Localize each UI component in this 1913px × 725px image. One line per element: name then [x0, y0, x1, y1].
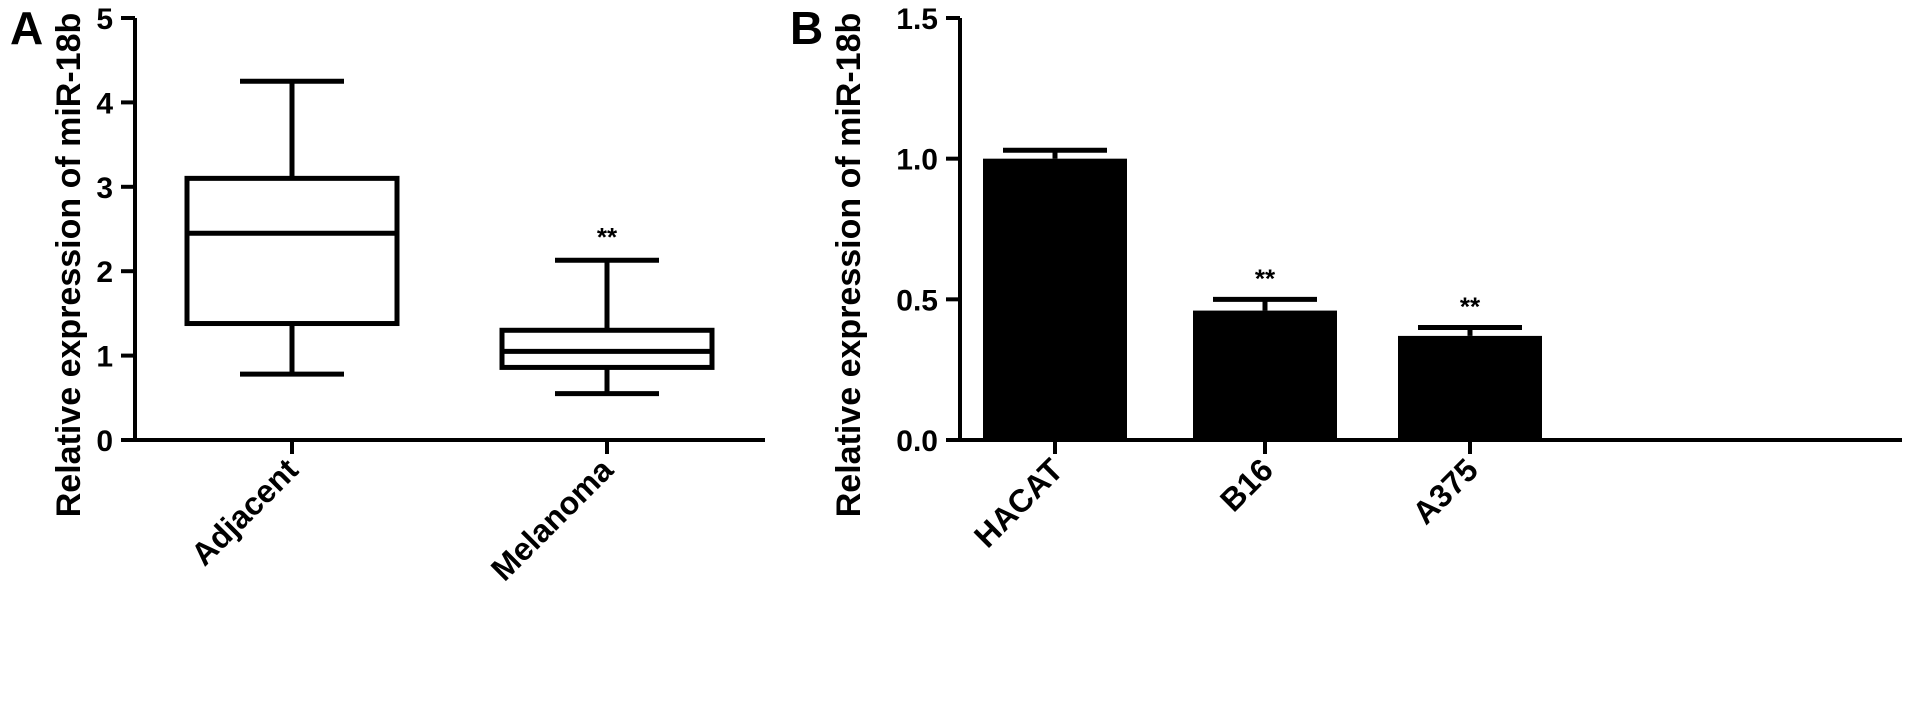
panel-b-y-tick-label: 0.0 [896, 425, 938, 458]
panel-a-x-labels: Adjacent Melanoma [184, 440, 620, 588]
panel-a-boxes: ** [184, 78, 715, 397]
bar-group-b16: ** [1193, 263, 1337, 440]
box-iqr [184, 175, 400, 327]
significance-marker: ** [1255, 263, 1276, 293]
panel-a-y-tick-label: 2 [96, 256, 113, 289]
significance-marker: ** [1460, 291, 1481, 321]
panel-b-y-tick-label: 1.0 [896, 144, 938, 177]
panel-a-y-tick-label: 1 [96, 341, 113, 374]
panel-b-x-labels: HACAT B16 A375 [967, 440, 1485, 554]
panel-a-letter: A [10, 2, 43, 54]
bar [1193, 310, 1337, 440]
panel-b-y-tick-label: 0.5 [896, 284, 938, 317]
panel-a-y-tick-label: 0 [96, 425, 113, 458]
panel-b-x-label: A375 [1405, 451, 1485, 531]
box-melanoma: ** [499, 222, 715, 397]
panel-b-letter: B [790, 2, 823, 54]
bar-group-hacat [983, 147, 1127, 440]
panel-a-x-label: Melanoma [484, 451, 620, 587]
panel-a-y-tick-label: 4 [96, 87, 113, 120]
panel-b-bars: ** ** [983, 147, 1542, 440]
panel-b-y-ticks: 0.0 0.5 1.0 1.5 [896, 3, 960, 458]
panel-b: B Relative expression of miR-18b 0.0 0.5 1… [790, 2, 1902, 554]
panel-a-y-ticks: 0 1 2 3 4 5 [96, 3, 135, 458]
box-adjacent [184, 78, 400, 377]
bar [983, 158, 1127, 440]
panel-b-x-label: B16 [1213, 451, 1280, 518]
panel-a-y-tick-label: 5 [96, 3, 113, 36]
panel-a-x-label: Adjacent [184, 451, 305, 572]
panel-a: A Relative expression of miR-18b 012345 … [10, 2, 765, 588]
panel-a-y-axis-label: Relative expression of miR-18b [50, 13, 88, 518]
panel-b-y-axis-label: Relative expression of miR-18b [830, 13, 868, 518]
box-iqr [499, 327, 715, 370]
panel-b-x-label: HACAT [967, 451, 1070, 554]
bar [1398, 335, 1542, 440]
panel-a-y-tick-label: 3 [96, 172, 113, 205]
panel-b-y-tick-label: 1.5 [896, 3, 938, 36]
significance-marker: ** [597, 222, 618, 252]
bar-group-a375: ** [1398, 291, 1542, 440]
